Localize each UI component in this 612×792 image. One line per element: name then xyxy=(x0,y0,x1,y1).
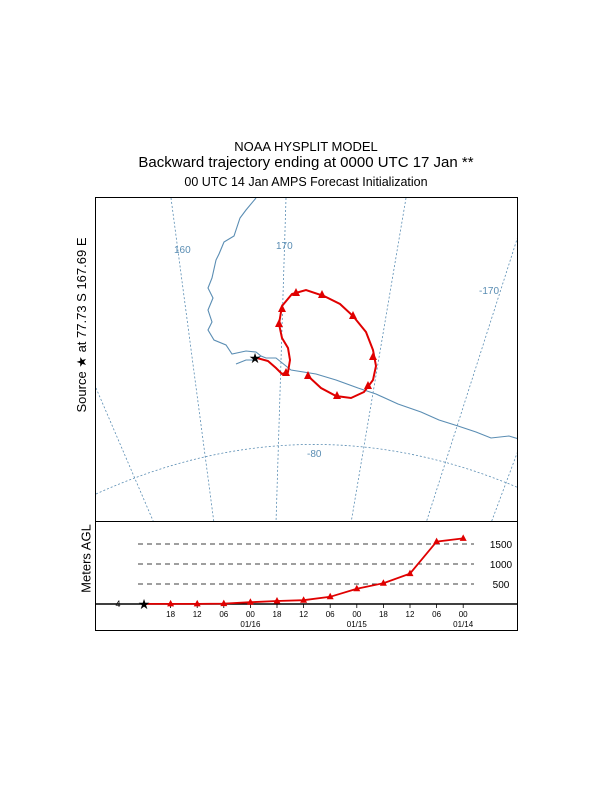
x-tick-label: 18 xyxy=(273,610,282,619)
trajectory-path xyxy=(256,288,378,400)
x-tick-label: 00 xyxy=(459,610,468,619)
latitude-circle xyxy=(96,444,517,495)
trajectory-marker xyxy=(333,391,341,399)
coastline xyxy=(207,198,517,439)
x-tick-label: 00 xyxy=(352,610,361,619)
trajectory-marker xyxy=(349,311,357,319)
height-point-marker xyxy=(326,592,334,600)
trajectory-marker xyxy=(292,288,300,296)
height-point-marker xyxy=(273,597,281,604)
trajectory-marker xyxy=(275,319,283,327)
meridian-line xyxy=(96,387,154,521)
x-tick-label: 18 xyxy=(379,610,388,619)
height-axis-label: Meters AGL xyxy=(78,524,94,593)
trajectory-marker xyxy=(278,304,286,312)
height-series-line xyxy=(144,537,464,605)
source-location-label: Source ★ at 77.73 S 167.69 E xyxy=(74,237,89,413)
height-point-marker xyxy=(433,537,441,545)
source-height-label: 4 xyxy=(115,599,120,609)
y-tick-label: 1500 xyxy=(490,540,513,551)
meridian-lines xyxy=(96,198,517,521)
meridian-line xyxy=(426,237,517,521)
trajectory-markers xyxy=(275,288,377,399)
trajectory-marker xyxy=(318,290,326,298)
chart-title-line2: Backward trajectory ending at 0000 UTC 1… xyxy=(138,154,474,171)
height-point-marker xyxy=(167,599,175,607)
height-point-marker xyxy=(459,534,467,541)
x-tick-label: 12 xyxy=(299,610,308,619)
height-point-marker xyxy=(353,584,361,592)
height-point-marker xyxy=(379,579,387,586)
x-tick-label: 06 xyxy=(326,610,335,619)
x-tick-label: 12 xyxy=(406,610,415,619)
x-date-label: 01/15 xyxy=(347,620,368,629)
chart-title-line1: NOAA HYSPLIT MODEL xyxy=(234,139,378,154)
longitude-label-170: 170 xyxy=(276,241,293,252)
trajectory-map: 160 170 -170 -80 ★ xyxy=(95,197,518,522)
x-tick-label: 06 xyxy=(219,610,228,619)
latitude-label-minus80: -80 xyxy=(307,449,322,460)
height-point-marker xyxy=(193,599,201,607)
map-svg: 160 170 -170 -80 ★ xyxy=(96,198,517,521)
height-point-marker xyxy=(246,598,254,605)
trajectory-marker xyxy=(304,371,312,379)
x-tick-label: 00 xyxy=(246,610,255,619)
source-star-marker: ★ xyxy=(138,596,151,612)
height-point-marker xyxy=(220,599,228,607)
trajectory-marker xyxy=(369,352,377,360)
height-point-marker xyxy=(300,596,308,603)
y-tick-label: 500 xyxy=(493,580,510,591)
x-tick-label: 06 xyxy=(432,610,441,619)
chart-title-line3: 00 UTC 14 Jan AMPS Forecast Initializati… xyxy=(184,175,428,189)
height-profile-panel: 500 1000 1500 4 18 12 06 00 18 12 06 00 18 12 06 00 01/1… xyxy=(95,521,518,631)
longitude-label-160: 160 xyxy=(174,245,191,256)
trajectory-marker xyxy=(282,368,290,376)
x-date-label: 01/14 xyxy=(453,620,474,629)
x-tick-label: 18 xyxy=(166,610,175,619)
meridian-line xyxy=(350,198,407,521)
source-star-marker: ★ xyxy=(249,350,262,366)
height-point-marker xyxy=(406,569,414,577)
meridian-line xyxy=(170,198,215,521)
x-tick-label: 12 xyxy=(193,610,202,619)
trajectory-marker xyxy=(364,381,372,389)
y-tick-label: 1000 xyxy=(490,560,513,571)
x-date-label: 01/16 xyxy=(240,620,261,629)
meridian-line xyxy=(491,452,517,521)
longitude-label-minus170: -170 xyxy=(479,286,499,297)
